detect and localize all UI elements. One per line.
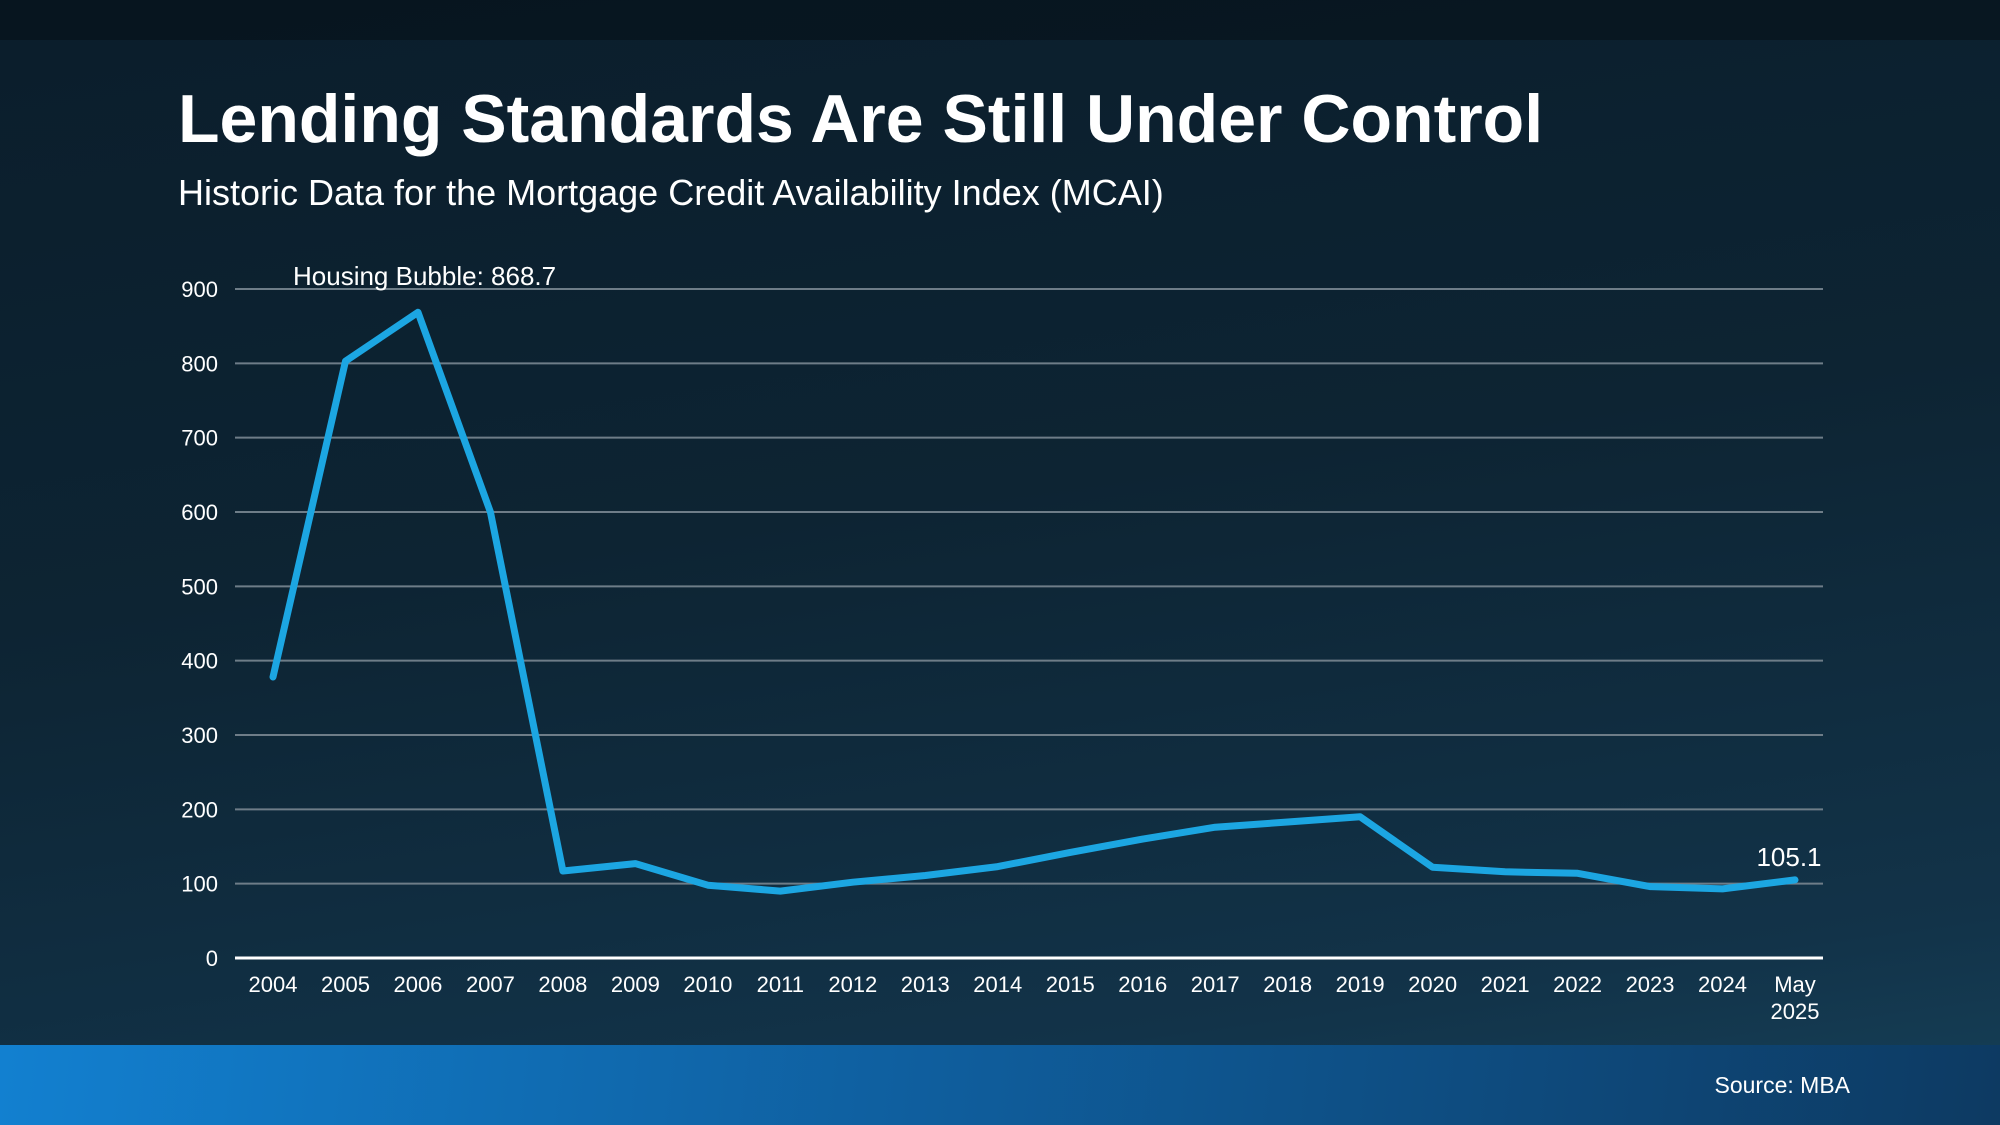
y-tick-label: 0 — [206, 946, 218, 971]
x-tick-label: 2023 — [1626, 972, 1675, 997]
x-tick-label: 2011 — [757, 972, 804, 997]
x-tick-label: 2014 — [973, 972, 1022, 997]
y-tick-label: 100 — [181, 872, 218, 897]
mcai-line — [269, 308, 1799, 895]
y-tick-label: 900 — [181, 277, 218, 302]
x-tick-label: 2016 — [1118, 972, 1167, 997]
top-band — [0, 0, 2000, 40]
x-tick-label: 2017 — [1191, 972, 1240, 997]
x-tick-label: 2021 — [1481, 972, 1530, 997]
x-tick-label: 2010 — [683, 972, 732, 997]
x-tick-label: 2015 — [1046, 972, 1095, 997]
y-tick-label: 500 — [181, 574, 218, 599]
source-label: Source: MBA — [1714, 1072, 1851, 1098]
peak-annotation: Housing Bubble: 868.7 — [293, 261, 556, 291]
latest-value-label: 105.1 — [1756, 842, 1821, 872]
y-tick-label: 600 — [181, 500, 218, 525]
x-tick-label: 2006 — [393, 972, 442, 997]
y-tick-label: 400 — [181, 649, 218, 674]
x-tick-label: 2004 — [249, 972, 298, 997]
page-title: Lending Standards Are Still Under Contro… — [178, 81, 1544, 157]
x-tick-label: 2019 — [1336, 972, 1385, 997]
x-tick-label: 2007 — [466, 972, 515, 997]
x-tick-label: 2020 — [1408, 972, 1457, 997]
y-tick-label: 700 — [181, 426, 218, 451]
page-subtitle: Historic Data for the Mortgage Credit Av… — [178, 172, 1164, 213]
x-tick-label: 2024 — [1698, 972, 1747, 997]
footer-bar: Source: MBA — [0, 1045, 2000, 1125]
x-tick-label: 2008 — [538, 972, 587, 997]
y-tick-label: 800 — [181, 351, 218, 376]
x-tick-label: 2012 — [828, 972, 877, 997]
y-tick-label: 200 — [181, 797, 218, 822]
y-tick-label: 300 — [181, 723, 218, 748]
x-tick-label: May 2025 — [1771, 972, 1820, 1024]
x-tick-label: 2005 — [321, 972, 370, 997]
x-tick-label: 2022 — [1553, 972, 1602, 997]
x-tick-label: 2013 — [901, 972, 950, 997]
x-tick-label: 2009 — [611, 972, 660, 997]
x-tick-label: 2018 — [1263, 972, 1312, 997]
